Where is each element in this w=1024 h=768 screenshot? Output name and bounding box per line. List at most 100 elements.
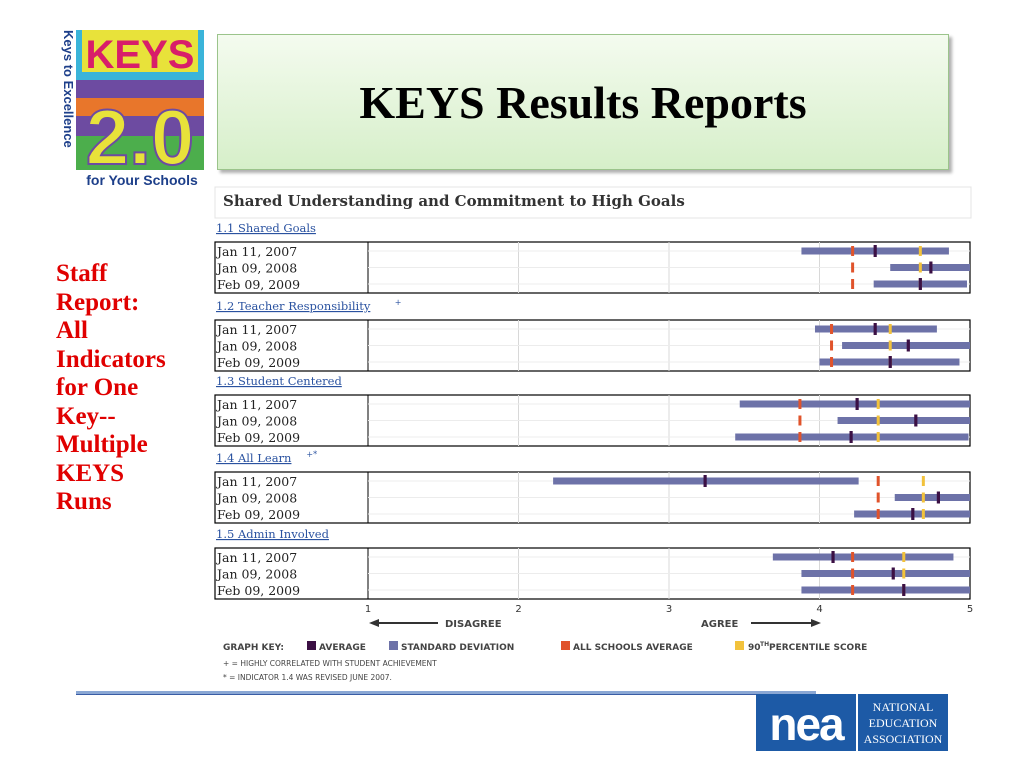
slide-title: KEYS Results Reports xyxy=(359,76,807,128)
average-marker xyxy=(902,584,906,596)
percentile90-marker xyxy=(921,476,925,486)
nea-line-2: EDUCATION xyxy=(869,716,938,730)
percentile90-marker xyxy=(918,262,922,273)
run-date: Jan 09, 2008 xyxy=(215,567,297,582)
key-percentile-sup: TH xyxy=(760,641,769,648)
logo-vertical-text: Keys to Excellence xyxy=(61,30,76,148)
average-marker xyxy=(936,491,940,504)
axis-tick-label: 5 xyxy=(967,604,973,615)
run-date: Feb 09, 2009 xyxy=(217,430,300,445)
side-caption-line: Multiple xyxy=(56,431,148,458)
std-dev-bar xyxy=(801,570,970,577)
keys-logo: Keys to Excellence KEYS 2.0 for Your Sch… xyxy=(61,30,204,188)
all-schools-marker xyxy=(798,415,802,426)
percentile90-marker xyxy=(876,399,880,409)
all-schools-marker xyxy=(830,340,834,351)
percentile90-marker xyxy=(876,432,880,442)
side-caption-line: Staff xyxy=(56,260,108,287)
average-marker xyxy=(929,261,933,274)
logo-keys-text: KEYS xyxy=(86,33,195,77)
footer-divider-dark xyxy=(76,694,816,695)
average-marker xyxy=(911,508,915,520)
side-caption-line: Key-- xyxy=(56,402,116,430)
disagree-arrow-head xyxy=(369,619,379,627)
footnote: * = INDICATOR 1.4 WAS REVISED JUNE 2007. xyxy=(223,673,392,682)
percentile90-marker xyxy=(921,492,925,503)
average-marker xyxy=(914,414,918,427)
run-date: Jan 11, 2007 xyxy=(215,550,297,565)
all-schools-marker xyxy=(851,279,855,289)
nea-mark-text: nea xyxy=(769,698,845,750)
std-dev-bar xyxy=(894,494,970,501)
run-date: Feb 09, 2009 xyxy=(217,277,300,292)
side-caption-line: Report: xyxy=(56,288,140,316)
run-date: Jan 11, 2007 xyxy=(215,474,297,489)
average-marker xyxy=(891,567,895,580)
percentile90-marker xyxy=(888,340,892,351)
run-date: Jan 09, 2008 xyxy=(215,261,297,276)
run-date: Jan 09, 2008 xyxy=(215,339,297,354)
key-average-swatch xyxy=(307,641,316,650)
all-schools-marker xyxy=(851,246,855,256)
report-heading: Shared Understanding and Commitment to H… xyxy=(223,192,685,210)
indicator-title: 1.2 Teacher Responsibility xyxy=(216,299,371,313)
indicator-title: 1.1 Shared Goals xyxy=(216,221,316,235)
all-schools-marker xyxy=(830,357,834,367)
percentile90-marker xyxy=(918,246,922,256)
run-date: Feb 09, 2009 xyxy=(217,583,300,598)
all-schools-marker xyxy=(851,568,855,579)
all-schools-marker xyxy=(851,585,855,595)
run-date: Jan 11, 2007 xyxy=(215,244,297,259)
indicator-chart: Shared Understanding and Commitment to H… xyxy=(214,186,973,682)
side-caption-line: All xyxy=(56,317,88,344)
percentile90-marker xyxy=(888,324,892,334)
footer-divider xyxy=(76,691,816,694)
indicator-title: 1.3 Student Centered xyxy=(216,374,342,388)
nea-mark-bg xyxy=(756,694,856,751)
nea-line-1: NATIONAL xyxy=(873,700,934,714)
percentile90-marker xyxy=(876,415,880,426)
all-schools-marker xyxy=(851,552,855,562)
indicator-title: 1.4 All Learn xyxy=(216,451,292,465)
axis-tick-label: 1 xyxy=(365,604,371,615)
report-heading-box xyxy=(214,186,972,219)
indicator-title-sup: + xyxy=(395,298,402,307)
average-marker xyxy=(703,475,707,487)
axis-tick-label: 3 xyxy=(666,604,672,615)
agree-arrow-head xyxy=(811,619,821,627)
all-schools-marker xyxy=(876,476,880,486)
percentile90-marker xyxy=(921,509,925,519)
run-date: Jan 11, 2007 xyxy=(215,397,297,412)
axis-tick-label: 4 xyxy=(816,604,822,615)
axis-tick-label: 2 xyxy=(515,604,521,615)
percentile90-marker xyxy=(902,568,906,579)
logo-tagline: for Your Schools xyxy=(86,172,198,188)
indicator-title-sup: +* xyxy=(306,450,317,459)
key-all-schools-swatch xyxy=(561,641,570,650)
key-std-dev-swatch xyxy=(389,641,398,650)
all-schools-marker xyxy=(876,492,880,503)
title-banner: KEYS Results Reports xyxy=(217,34,949,170)
side-caption-line: Runs xyxy=(56,488,112,515)
key-percentile-prefix: 90 xyxy=(748,643,761,653)
agree-label: AGREE xyxy=(701,619,738,630)
key-all-schools-label: ALL SCHOOLS AVERAGE xyxy=(573,643,693,653)
run-date: Feb 09, 2009 xyxy=(217,355,300,370)
average-marker xyxy=(888,356,892,368)
all-schools-marker xyxy=(851,262,855,273)
average-marker xyxy=(873,245,877,257)
nea-text-bg xyxy=(858,694,948,751)
side-caption: Staff Report: All Indicators for One Key-- Mul… xyxy=(56,260,206,517)
key-percentile-suffix: PERCENTILE SCORE xyxy=(769,643,867,653)
nea-logo: nea NATIONAL EDUCATION ASSOCIATION xyxy=(756,694,948,751)
all-schools-marker xyxy=(798,432,802,442)
average-marker xyxy=(855,398,859,410)
average-marker xyxy=(873,323,877,335)
key-average-label: AVERAGE xyxy=(319,643,366,653)
all-schools-marker xyxy=(830,324,834,334)
keys-report-panel: Shared Understanding and Commitment to H… xyxy=(213,186,975,688)
side-caption-line: Indicators xyxy=(56,345,166,373)
average-marker xyxy=(918,278,922,290)
key-percentile-swatch xyxy=(735,641,744,650)
run-date: Jan 09, 2008 xyxy=(215,491,297,506)
